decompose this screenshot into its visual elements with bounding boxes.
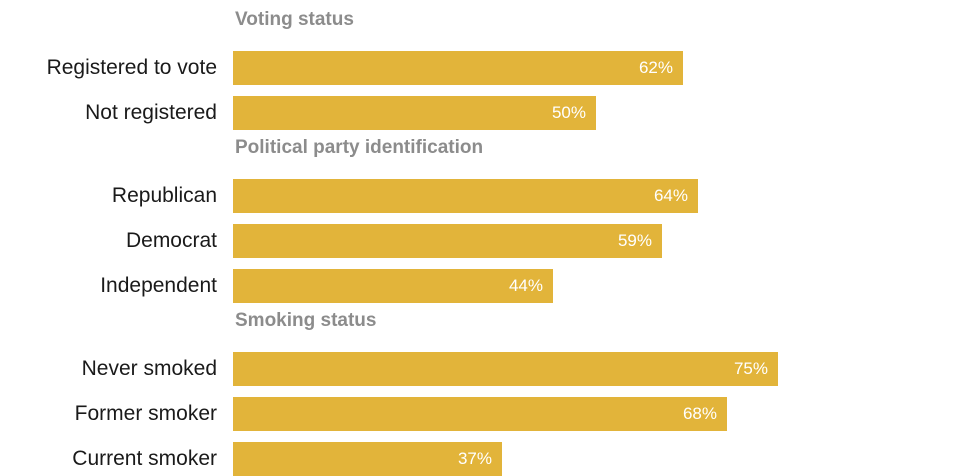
- bar: 37%: [233, 442, 502, 476]
- category-label: Registered to vote: [46, 56, 217, 79]
- bar: 50%: [233, 96, 596, 130]
- category-label: Republican: [111, 184, 217, 207]
- bar: 75%: [233, 352, 778, 386]
- bar-value-label: 62%: [638, 58, 673, 77]
- category-label: Current smoker: [72, 447, 217, 470]
- bar: 62%: [233, 51, 683, 85]
- group-header: Political party identification: [235, 137, 484, 158]
- category-label: Not registered: [85, 101, 217, 124]
- bar-value-label: 44%: [508, 276, 543, 295]
- bar-value-label: 59%: [617, 231, 652, 250]
- category-label: Independent: [100, 274, 217, 297]
- category-label: Democrat: [125, 229, 217, 252]
- bar-value-label: 50%: [551, 103, 586, 122]
- bar-value-label: 64%: [653, 186, 688, 205]
- group-header: Voting status: [235, 9, 354, 30]
- bar: 68%: [233, 397, 727, 431]
- group-header: Smoking status: [235, 310, 377, 331]
- bar: 64%: [233, 179, 698, 213]
- bar-value-label: 37%: [457, 449, 492, 468]
- category-label: Never smoked: [81, 357, 217, 380]
- bar-value-label: 68%: [682, 404, 717, 423]
- bar-value-label: 75%: [733, 359, 768, 378]
- bar: 44%: [233, 269, 553, 303]
- bar: 59%: [233, 224, 662, 258]
- category-label: Former smoker: [74, 402, 217, 425]
